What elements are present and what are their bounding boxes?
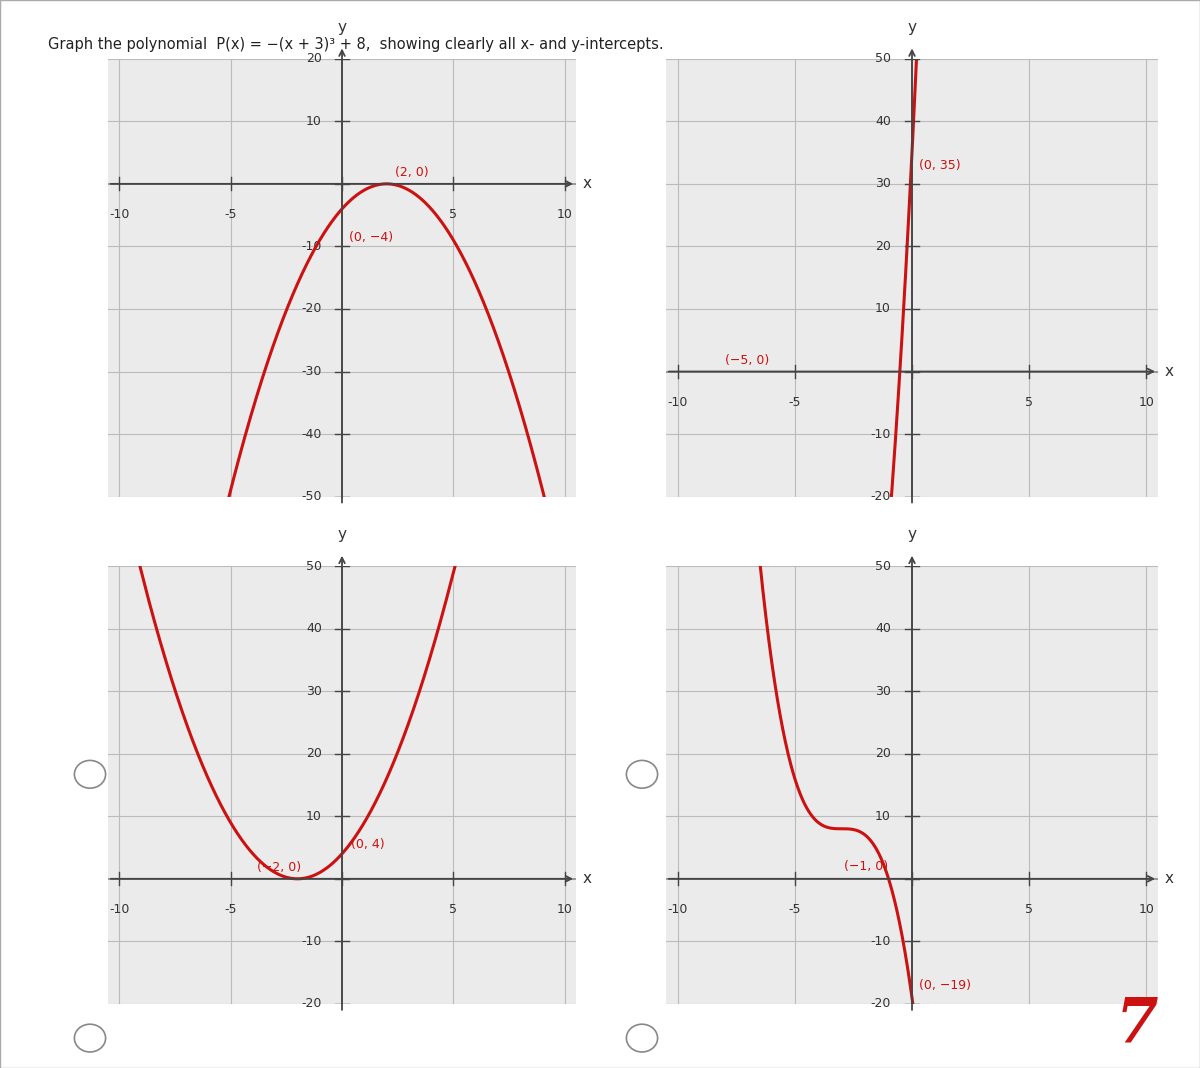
Text: x: x <box>1165 871 1174 886</box>
Text: 5: 5 <box>450 902 457 916</box>
Text: (0, 4): (0, 4) <box>350 838 384 851</box>
Text: -20: -20 <box>301 302 322 315</box>
Text: 10: 10 <box>306 810 322 822</box>
Text: (0, 35): (0, 35) <box>919 158 961 172</box>
Text: (2, 0): (2, 0) <box>396 167 430 179</box>
Text: (0, −19): (0, −19) <box>919 978 971 992</box>
Text: 5: 5 <box>1025 395 1033 409</box>
Text: 40: 40 <box>875 114 890 128</box>
Text: (−5, 0): (−5, 0) <box>725 354 769 366</box>
Text: -5: -5 <box>788 902 802 916</box>
Text: x: x <box>583 176 592 191</box>
Text: 7: 7 <box>1116 995 1158 1055</box>
Text: 10: 10 <box>557 208 572 221</box>
Text: 10: 10 <box>1139 902 1154 916</box>
Text: 40: 40 <box>875 622 890 635</box>
Text: 20: 20 <box>875 240 890 253</box>
Text: 50: 50 <box>306 560 322 572</box>
Text: -5: -5 <box>224 902 236 916</box>
Text: -30: -30 <box>301 365 322 378</box>
Text: 10: 10 <box>875 810 890 822</box>
Text: -10: -10 <box>301 240 322 253</box>
Text: -5: -5 <box>224 208 236 221</box>
Text: 20: 20 <box>306 748 322 760</box>
Text: Graph the polynomial  P(x) = −(x + 3)³ + 8,  showing clearly all x- and y-interc: Graph the polynomial P(x) = −(x + 3)³ + … <box>48 37 664 52</box>
Text: -40: -40 <box>301 427 322 441</box>
Text: 20: 20 <box>875 748 890 760</box>
Text: 5: 5 <box>450 208 457 221</box>
Text: -10: -10 <box>109 902 130 916</box>
Text: 50: 50 <box>875 560 890 572</box>
Text: 10: 10 <box>306 114 322 128</box>
Text: x: x <box>1165 364 1174 379</box>
Text: 20: 20 <box>306 52 322 65</box>
Text: -20: -20 <box>301 998 322 1010</box>
Text: 40: 40 <box>306 622 322 635</box>
Text: -10: -10 <box>870 934 890 948</box>
Text: y: y <box>337 527 347 541</box>
Text: -50: -50 <box>301 490 322 503</box>
Text: -20: -20 <box>870 998 890 1010</box>
Text: (0, −4): (0, −4) <box>349 231 392 244</box>
Text: -10: -10 <box>667 902 688 916</box>
Text: y: y <box>337 19 347 34</box>
Text: 30: 30 <box>875 177 890 190</box>
Text: 10: 10 <box>875 302 890 315</box>
Text: 30: 30 <box>306 685 322 697</box>
Text: y: y <box>907 19 917 34</box>
Text: 10: 10 <box>557 902 572 916</box>
Text: -10: -10 <box>870 427 890 441</box>
Text: -5: -5 <box>788 395 802 409</box>
Text: -20: -20 <box>870 490 890 503</box>
Text: -10: -10 <box>301 934 322 948</box>
Text: (−1, 0): (−1, 0) <box>844 860 888 873</box>
Text: 50: 50 <box>875 52 890 65</box>
Text: (−2, 0): (−2, 0) <box>257 861 301 874</box>
Text: -10: -10 <box>667 395 688 409</box>
Text: 10: 10 <box>1139 395 1154 409</box>
Text: y: y <box>907 527 917 541</box>
Text: 30: 30 <box>875 685 890 697</box>
Text: 5: 5 <box>1025 902 1033 916</box>
Text: x: x <box>583 871 592 886</box>
Text: -10: -10 <box>109 208 130 221</box>
